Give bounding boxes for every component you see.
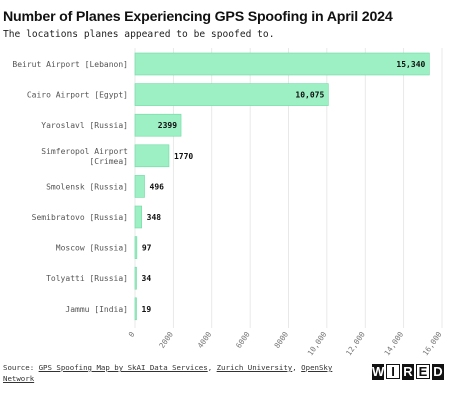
data-label: 2399 [158,121,177,130]
source-separator: , [207,363,217,372]
data-label: 97 [142,244,152,253]
source-separator: , [292,363,302,372]
wired-logo: W I R E D [372,364,444,380]
category-label: Moscow [Russia] [56,244,128,253]
source-link-zurich[interactable]: Zurich University [216,363,293,372]
data-label: 34 [142,274,152,283]
bar [134,52,430,76]
bar [134,144,170,168]
logo-letter: W [372,364,385,380]
x-tick-label: 12,000 [344,330,367,358]
chart-subtitle: The locations planes appeared to be spoo… [3,29,275,40]
bar [134,266,137,290]
x-tick-label: 14,000 [382,330,405,358]
x-tick-label: 2000 [157,330,175,350]
bar [134,236,138,259]
category-label: Cairo Airport [Egypt] [27,91,128,100]
label-layer: Beirut Airport [Lebanon] 15,340 Cairo Airp… [12,60,425,314]
logo-letter: R [402,364,414,380]
bar-chart: Beirut Airport [Lebanon] 15,340 Cairo Airp… [12,48,444,358]
category-label: Semibratovo [Russia] [32,213,128,222]
category-label: Yaroslavl [Russia] [41,121,128,130]
bar [134,83,329,106]
x-tick-label: 16,000 [421,330,444,358]
chart-title: Number of Planes Experiencing GPS Spoofi… [3,9,393,25]
category-label: Beirut Airport [Lebanon] [12,60,128,69]
category-label: [Crimea] [89,157,128,166]
x-tick-label: 8000 [272,330,290,350]
data-label: 15,340 [396,60,425,69]
logo-letter: D [432,364,444,380]
source-prefix: Source: [3,363,39,372]
bar [134,297,137,321]
logo-letter: I [386,364,400,379]
x-tick-label: 10,000 [306,330,329,358]
category-label: Smolensk [Russia] [46,182,128,191]
logo-letter: E [416,364,430,379]
x-tick-label: 0 [127,330,137,339]
data-label: 348 [147,213,162,222]
data-label: 496 [150,182,165,191]
category-label: Jammu [India] [65,305,128,314]
bar [134,113,182,137]
x-axis-ticks: 0 2000 4000 6000 8000 10,000 12,000 14,000 16,00… [127,330,444,358]
category-label: Simferopol Airport [41,147,128,156]
bar [134,175,145,198]
source-note: Source: GPS Spoofing Map by SkAI Data Se… [3,362,363,384]
x-tick-label: 4000 [196,330,214,350]
bar-layer [134,52,430,321]
data-label: 10,075 [295,91,324,100]
x-tick-label: 6000 [234,330,252,350]
data-label: 19 [142,305,152,314]
category-label: Tolyatti [Russia] [46,274,128,283]
data-label: 1770 [174,152,193,161]
source-link-opensky[interactable]: OpenSky Network [3,363,333,383]
bar [134,205,142,229]
source-link-skai[interactable]: GPS Spoofing Map by SkAI Data Services [38,363,208,372]
